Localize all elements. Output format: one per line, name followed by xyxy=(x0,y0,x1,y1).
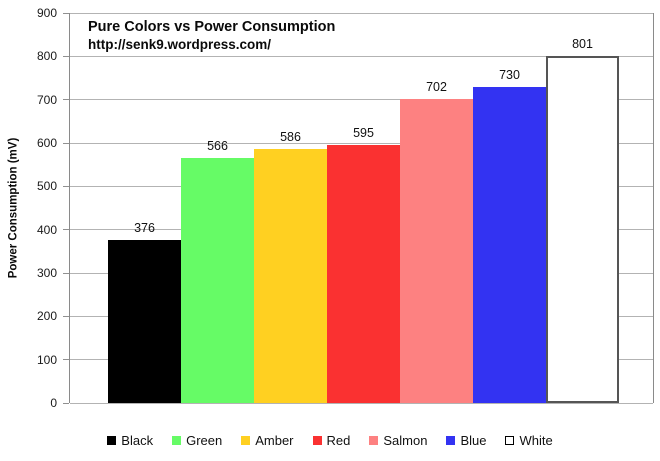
legend-label-white: White xyxy=(519,432,553,448)
gridline-900 xyxy=(70,12,653,14)
legend-item-green: Green xyxy=(172,433,222,448)
gridline-800 xyxy=(70,55,653,57)
gridline-700 xyxy=(70,99,653,101)
legend-swatch-salmon xyxy=(369,435,379,445)
legend-swatch-red xyxy=(312,435,322,445)
legend-swatch-black xyxy=(107,435,117,445)
y-tick-mark xyxy=(63,99,69,101)
bar-value-label-red: 595 xyxy=(353,126,374,141)
legend-item-white: White xyxy=(505,432,553,448)
y-tick-label: 500 xyxy=(36,179,57,194)
bar-blue xyxy=(473,86,546,403)
legend-item-blue: Blue xyxy=(446,433,486,448)
chart-title-block: Pure Colors vs Power Consumption http://… xyxy=(88,18,335,53)
y-tick-mark xyxy=(63,402,69,404)
y-tick-mark xyxy=(63,229,69,231)
gridline-600 xyxy=(70,142,653,144)
bar-green xyxy=(181,157,254,403)
y-tick-mark xyxy=(63,315,69,317)
legend-label-black: Black xyxy=(121,432,154,448)
legend-label-salmon: Salmon xyxy=(383,432,428,448)
legend-swatch-green xyxy=(172,435,182,445)
legend-swatch-white xyxy=(505,435,515,445)
y-tick-label: 700 xyxy=(36,92,57,107)
legend-swatch-blue xyxy=(446,435,456,445)
legend: Black Green Amber Red Salmon Blue White xyxy=(0,430,660,450)
bar-salmon xyxy=(400,98,473,403)
y-tick-label: 100 xyxy=(36,352,57,367)
chart-subtitle: http://senk9.wordpress.com/ xyxy=(88,37,272,52)
legend-item-black: Black xyxy=(107,433,153,448)
bar-value-label-blue: 730 xyxy=(499,67,520,82)
bar-value-label-salmon: 702 xyxy=(426,79,447,94)
y-tick-mark xyxy=(63,272,69,274)
chart-title: Pure Colors vs Power Consumption xyxy=(88,19,336,35)
legend-item-red: Red xyxy=(312,432,351,448)
y-tick-mark xyxy=(63,55,69,57)
bar-amber xyxy=(254,149,327,403)
legend-item-amber: Amber xyxy=(241,432,294,448)
y-tick-label: 600 xyxy=(36,136,57,150)
y-tick-label: 200 xyxy=(36,309,57,324)
bar-value-label-black: 376 xyxy=(134,221,155,236)
legend-label-green: Green xyxy=(186,432,223,448)
legend-swatch-amber xyxy=(241,435,251,445)
y-tick-mark xyxy=(63,185,69,187)
y-tick-label: 0 xyxy=(50,396,57,410)
bar-value-label-amber: 586 xyxy=(280,130,301,145)
plot-area: 376 566 586 595 702 730 801 xyxy=(69,12,654,404)
bar-red xyxy=(327,145,400,403)
legend-label-amber: Amber xyxy=(255,432,294,448)
y-tick-mark xyxy=(63,359,69,361)
y-tick-label: 300 xyxy=(36,266,57,280)
y-tick-label: 400 xyxy=(36,222,57,237)
y-tick-mark xyxy=(63,142,69,144)
bar-value-label-green: 566 xyxy=(207,138,228,153)
bar-value-label-white: 801 xyxy=(572,36,593,51)
y-tick-mark xyxy=(63,12,69,14)
bar-black xyxy=(108,240,181,403)
y-tick-label: 800 xyxy=(36,49,57,64)
gridline-0 xyxy=(70,402,653,404)
y-axis: 0 100 200 300 400 500 600 700 800 900 xyxy=(0,6,69,410)
legend-label-red: Red xyxy=(326,432,351,448)
bar-white xyxy=(546,55,619,403)
legend-item-salmon: Salmon xyxy=(369,433,427,448)
legend-label-blue: Blue xyxy=(460,432,487,448)
y-tick-label: 900 xyxy=(36,6,57,20)
